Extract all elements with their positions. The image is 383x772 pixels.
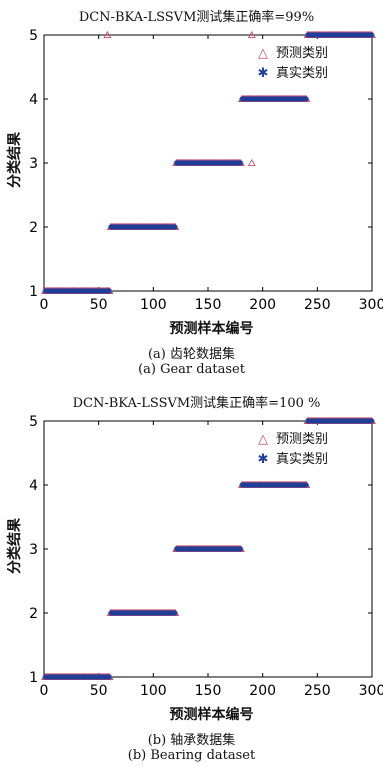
caption-en: (b) Bearing dataset (127, 748, 256, 763)
y-tick-label: 3 (29, 542, 38, 558)
x-tick-label: 250 (304, 683, 331, 699)
legend-item-true: ✱ 真实类别 (254, 450, 328, 470)
y-tick-label: 1 (29, 670, 38, 686)
true-point (107, 674, 113, 680)
y-tick-label: 2 (29, 606, 38, 622)
chart-title: DCN-BKA-LSSVM测试集正确率=100 % (72, 396, 321, 411)
y-axis-label: 分类结果 (7, 518, 23, 574)
y-tick-label: 5 (29, 28, 38, 44)
chart-panel-gear: DCN-BKA-LSSVM测试集正确率=99% 0 50 100 150 200 250 3… (7, 10, 383, 377)
x-axis-label: 预测样本编号 (169, 707, 254, 723)
y-tick-label: 4 (29, 478, 38, 494)
true-point (172, 610, 178, 616)
legend-item-predicted: △ 预测类别 (254, 44, 328, 64)
x-axis-label: 预测样本编号 (169, 321, 254, 337)
x-tick-label: 200 (249, 683, 276, 699)
star-marker-icon: ✱ (257, 66, 269, 81)
x-tick-label: 250 (304, 297, 331, 313)
x-tick-label: 300 (359, 683, 383, 699)
caption-en: (a) Gear dataset (138, 362, 245, 377)
true-point (369, 32, 375, 38)
y-tick-label: 2 (29, 220, 38, 236)
chart-legend: △ 预测类别 ✱ 真实类别 (254, 44, 328, 84)
chart-plot-bearing: 0 50 100 150 200 250 300 1 2 3 4 5 (29, 414, 383, 699)
true-point (238, 160, 244, 166)
chart-panel-bearing: DCN-BKA-LSSVM测试集正确率=100 % 0 50 100 150 200 25… (0, 386, 383, 772)
x-tick-label: 50 (90, 683, 108, 699)
x-tick-label: 100 (140, 683, 167, 699)
predicted-point (247, 30, 256, 39)
caption-cn: (a) 齿轮数据集 (147, 347, 236, 362)
chart-legend: △ 预测类别 ✱ 真实类别 (254, 430, 328, 470)
y-axis-label: 分类结果 (7, 132, 23, 188)
series-true (42, 418, 375, 680)
true-point (172, 224, 178, 230)
y-tick-label: 5 (29, 414, 38, 430)
x-tick-label: 200 (249, 297, 276, 313)
chart-plot-gear: 0 50 100 150 200 250 300 1 2 3 4 5 (29, 28, 383, 313)
x-tick-label: 50 (90, 297, 108, 313)
true-point (238, 546, 244, 552)
x-tick-label: 150 (195, 683, 222, 699)
triangle-marker-icon: △ (258, 432, 268, 447)
true-point (303, 96, 309, 102)
true-point (107, 288, 113, 294)
x-tick-label: 0 (40, 297, 49, 313)
star-marker-icon: ✱ (257, 452, 269, 467)
y-tick-label: 4 (29, 92, 38, 108)
true-point (303, 482, 309, 488)
predicted-point (247, 158, 256, 167)
y-tick-label: 1 (29, 284, 38, 300)
chart-title: DCN-BKA-LSSVM测试集正确率=99% (78, 10, 315, 25)
triangle-marker-icon: △ (258, 46, 268, 61)
x-tick-label: 0 (40, 683, 49, 699)
caption-cn: (b) 轴承数据集 (147, 733, 236, 748)
true-point (369, 418, 375, 424)
series-true (42, 32, 375, 294)
legend-item-true: ✱ 真实类别 (254, 64, 328, 84)
x-tick-label: 100 (140, 297, 167, 313)
predicted-point (103, 30, 112, 39)
legend-item-predicted: △ 预测类别 (254, 430, 328, 450)
y-tick-label: 3 (29, 156, 38, 172)
x-tick-label: 150 (195, 297, 222, 313)
x-tick-label: 300 (359, 297, 383, 313)
